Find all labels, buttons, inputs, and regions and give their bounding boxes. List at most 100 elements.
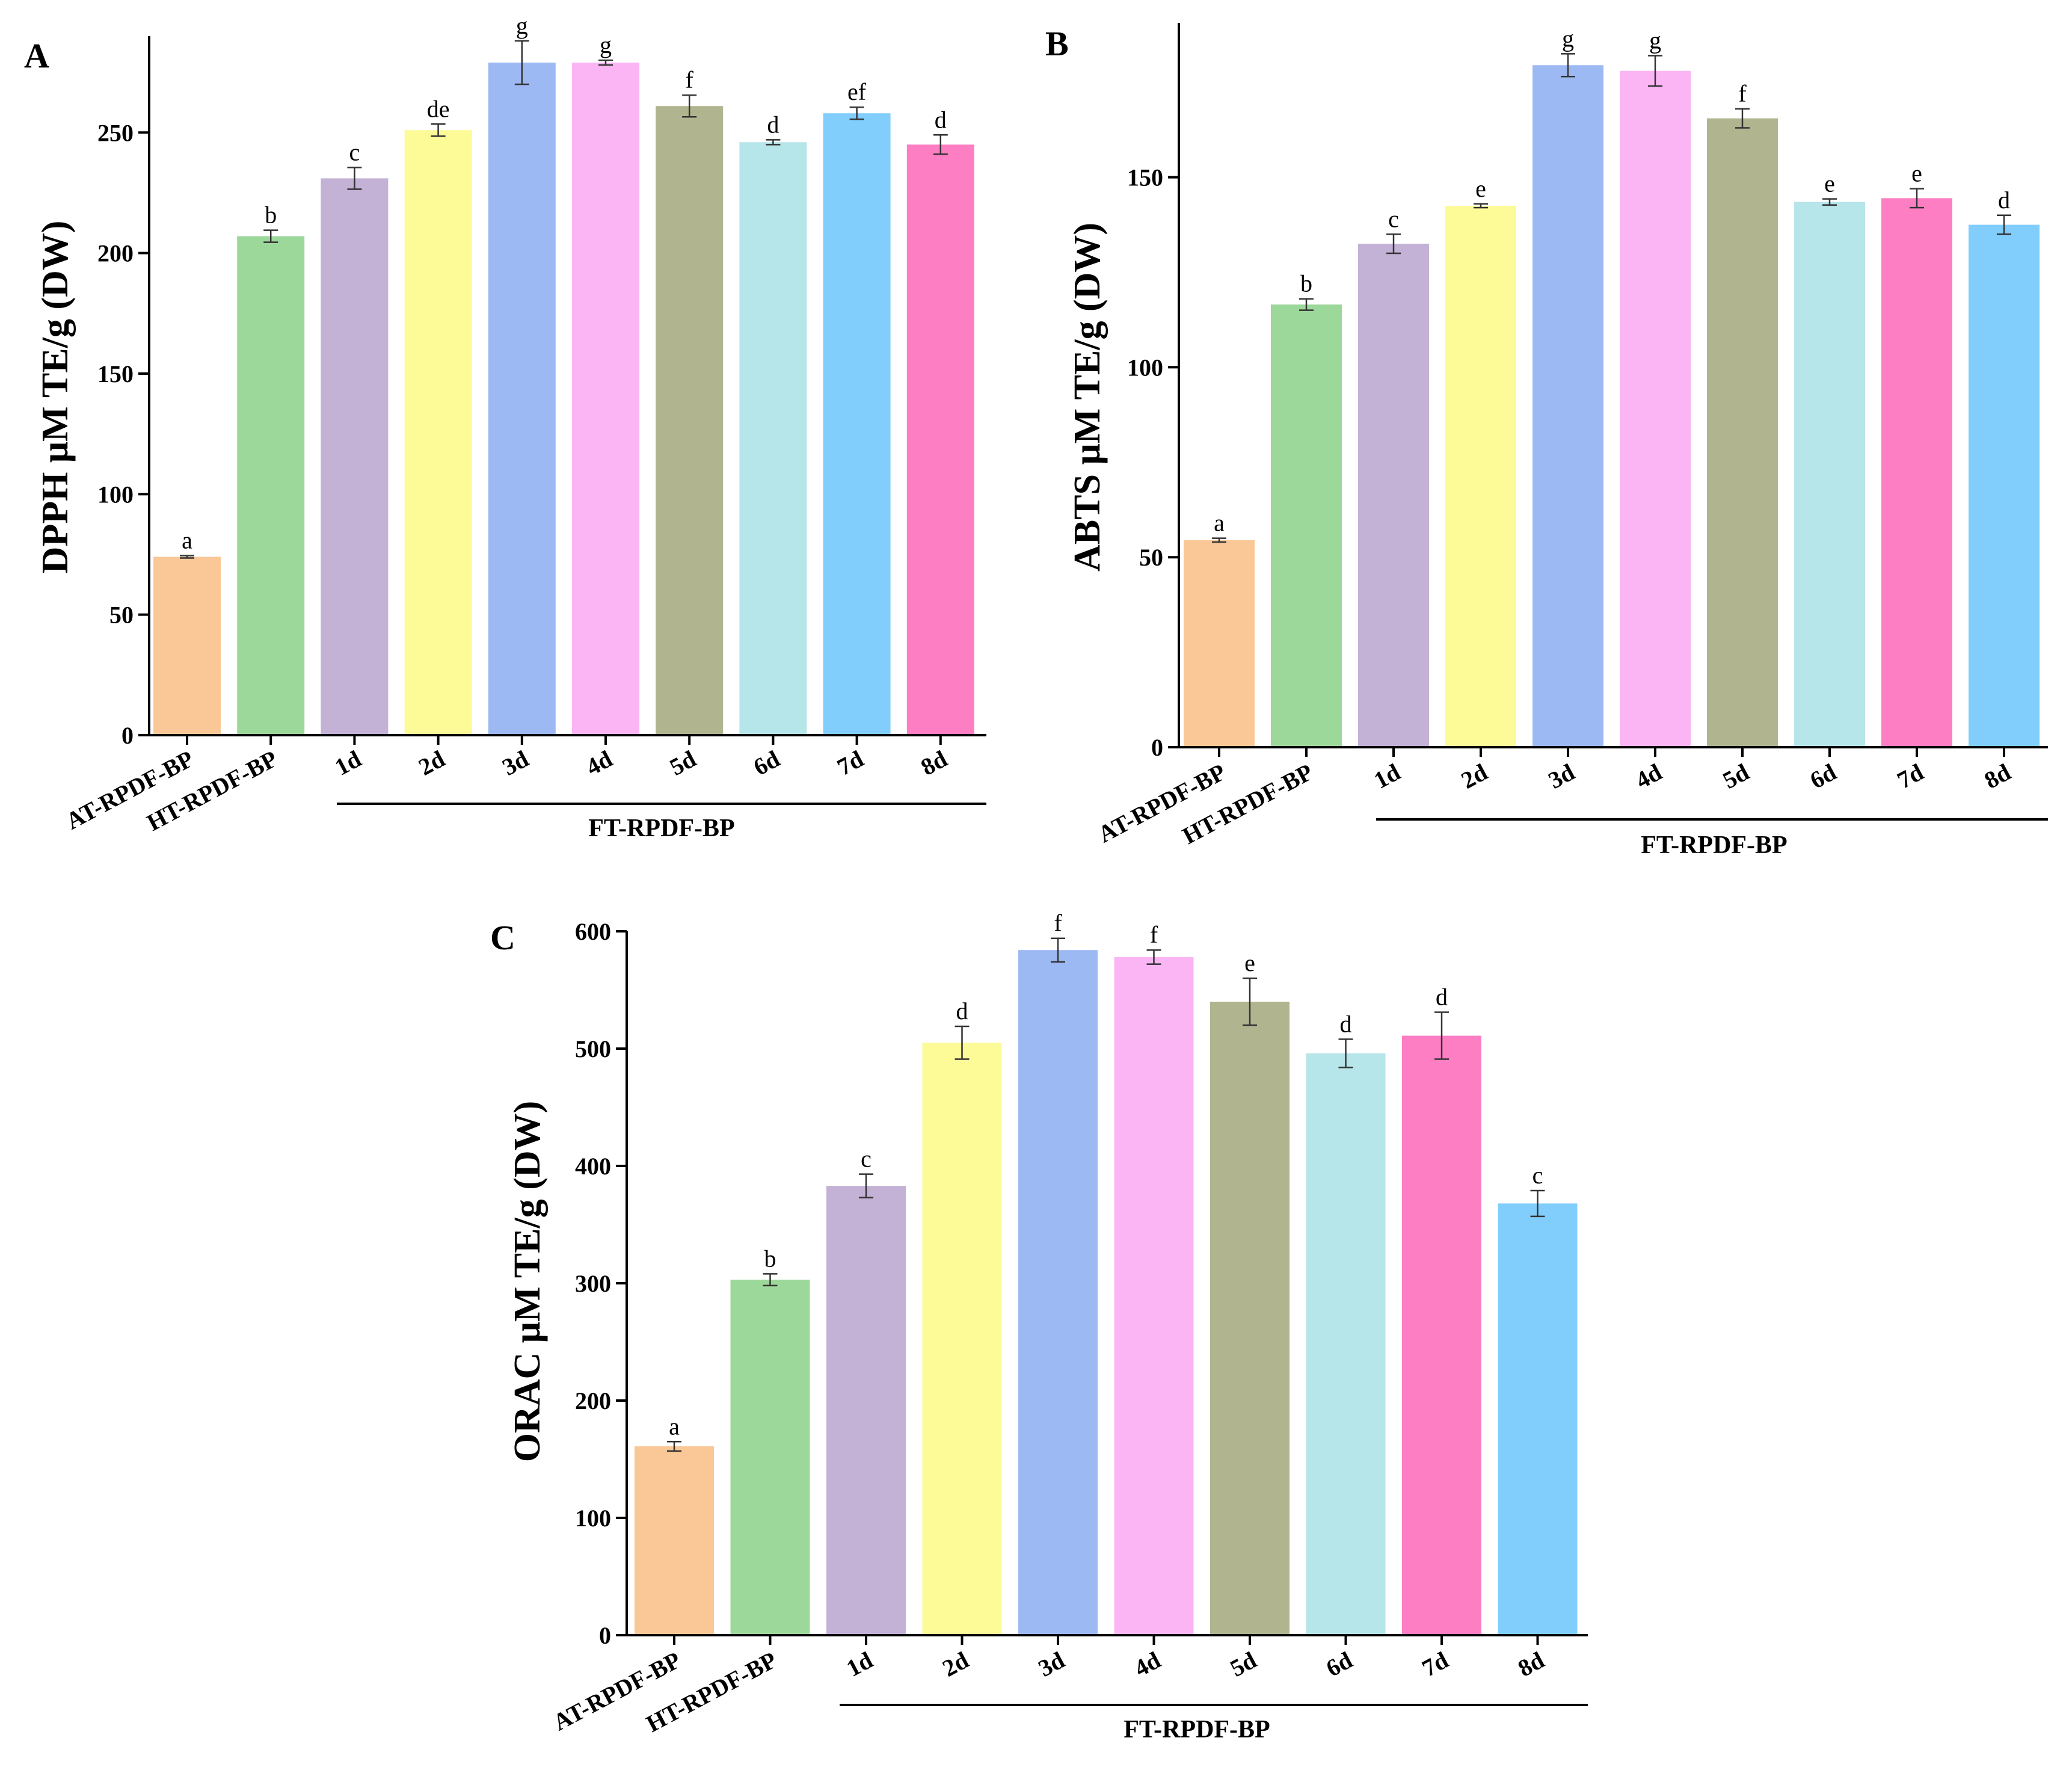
error-bar-a-5d	[682, 94, 697, 118]
significance-labels-b: a b c e g g f e e d	[1214, 25, 2010, 536]
y-tick-label-b: 50	[1139, 544, 1163, 571]
error-bar-b-3d	[1561, 53, 1575, 78]
category-label-a: 7d	[832, 745, 867, 781]
error-bar-c-6d	[1338, 1038, 1353, 1068]
bar-b-1d	[1358, 244, 1429, 747]
group-label-c: FT-RPDF-BP	[1124, 1716, 1270, 1743]
error-bar-a-8d	[933, 134, 948, 155]
category-label-c: 4d	[1130, 1646, 1164, 1682]
error-bar-c-ht-rpdf-bp	[763, 1273, 778, 1287]
error-bars-c	[667, 937, 1545, 1452]
bar-b-ht-rpdf-bp	[1271, 304, 1342, 747]
bar-c-3d	[1018, 950, 1098, 1635]
bar-c-at-rpdf-bp	[635, 1446, 714, 1635]
y-tick-label-c: 500	[575, 1035, 611, 1062]
significance-label-c: a	[669, 1413, 680, 1440]
error-bar-b-8d	[1997, 214, 2011, 235]
error-bar-c-1d	[859, 1173, 873, 1198]
error-bar-b-at-rpdf-bp	[1212, 537, 1226, 543]
category-label-c: 3d	[1034, 1646, 1069, 1682]
significance-label-a: d	[935, 106, 947, 133]
significance-label-a: a	[182, 526, 192, 553]
error-bar-c-2d	[955, 1025, 970, 1060]
significance-label-c: e	[1244, 949, 1255, 976]
category-label-b: 6d	[1806, 758, 1840, 794]
bar-a-ht-rpdf-bp	[237, 236, 305, 735]
y-ticks-a: 0 50 100 150 200 250	[97, 119, 942, 749]
panel-letter-c: C	[490, 918, 515, 957]
y-axis-title-a: DPPH μM TE/g (DW)	[35, 221, 76, 574]
error-bar-a-4d	[598, 59, 613, 66]
error-bar-a-at-rpdf-bp	[180, 555, 194, 559]
group-label-a: FT-RPDF-BP	[588, 815, 734, 842]
significance-label-a: ef	[847, 78, 867, 105]
significance-label-b: g	[1649, 27, 1661, 54]
category-label-b: 1d	[1370, 758, 1404, 794]
bar-a-1d	[321, 178, 389, 735]
category-label-c: 5d	[1226, 1646, 1261, 1682]
bars-b	[1184, 65, 2040, 748]
error-bar-a-7d	[849, 106, 864, 120]
significance-labels-a: a b c de g g f d ef d	[182, 12, 947, 553]
bar-c-4d	[1114, 957, 1194, 1635]
error-bar-c-7d	[1434, 1011, 1449, 1060]
significance-label-a: g	[600, 31, 612, 58]
y-axis-title-c: ORAC μM TE/g (DW)	[507, 1101, 548, 1463]
category-label-c: 8d	[1513, 1646, 1548, 1682]
panel-letter-b: B	[1045, 24, 1069, 63]
y-tick-label-a: 250	[97, 119, 134, 146]
significance-label-b: e	[1475, 175, 1486, 202]
category-label-a: 6d	[749, 745, 784, 781]
bar-c-5d	[1210, 1002, 1290, 1635]
error-bars-b	[1212, 53, 2011, 543]
significance-label-c: c	[861, 1145, 872, 1173]
y-ticks-b: 0 50 100 150	[1127, 164, 2005, 761]
error-bar-a-3d	[514, 40, 529, 85]
panel-letter-a: A	[24, 36, 49, 75]
significance-label-b: b	[1300, 270, 1312, 297]
category-label-b: 8d	[1980, 758, 2015, 794]
bar-a-8d	[906, 144, 974, 735]
category-label-a: 2d	[414, 745, 449, 781]
significance-label-b: g	[1562, 25, 1574, 52]
y-tick-label-a: 50	[109, 602, 134, 629]
bar-a-6d	[739, 142, 807, 735]
y-tick-label-c: 300	[575, 1270, 611, 1297]
y-tick-label-b: 150	[1127, 164, 1163, 191]
panel-a: A DPPH μM TE/g (DW) 0 50 100 150 200 250 a b c d…	[24, 12, 986, 842]
bar-c-1d	[826, 1186, 906, 1635]
significance-label-c: d	[1340, 1010, 1352, 1037]
category-label-a: 4d	[582, 745, 616, 781]
significance-label-b: e	[1824, 170, 1835, 197]
bar-a-3d	[488, 63, 556, 735]
bar-b-4d	[1620, 70, 1691, 748]
panel-b: B ABTS μM TE/g (DW) 0 50 100 150 a b c e g g f e e d…	[1045, 23, 2048, 859]
error-bars-a	[180, 40, 948, 559]
bar-b-3d	[1532, 65, 1603, 747]
bars-a	[153, 63, 974, 736]
error-bar-b-6d	[1822, 198, 1837, 206]
significance-label-c: f	[1150, 921, 1158, 948]
significance-label-b: d	[1998, 187, 2010, 214]
bar-b-at-rpdf-bp	[1184, 540, 1255, 747]
category-label-b: 2d	[1457, 758, 1492, 794]
significance-label-a: b	[265, 202, 277, 229]
error-bar-a-1d	[347, 167, 362, 190]
category-label-c: 7d	[1418, 1646, 1453, 1682]
bar-c-6d	[1306, 1053, 1386, 1635]
y-ticks-c: 0 100 200 300 400 500 600	[575, 918, 1539, 1649]
error-bar-a-2d	[431, 123, 446, 137]
bar-c-2d	[922, 1043, 1002, 1635]
category-label-c: 2d	[938, 1646, 973, 1682]
significance-label-c: d	[956, 997, 968, 1025]
bar-a-5d	[656, 106, 724, 736]
panel-c: C ORAC μM TE/g (DW) 0100200300400500600 …	[490, 910, 1588, 1743]
bar-b-6d	[1794, 202, 1865, 747]
significance-label-c: c	[1532, 1162, 1543, 1189]
bar-c-7d	[1402, 1035, 1481, 1635]
significance-labels-c: a b c d f f e d d c	[669, 910, 1543, 1440]
bars-c	[635, 950, 1578, 1635]
